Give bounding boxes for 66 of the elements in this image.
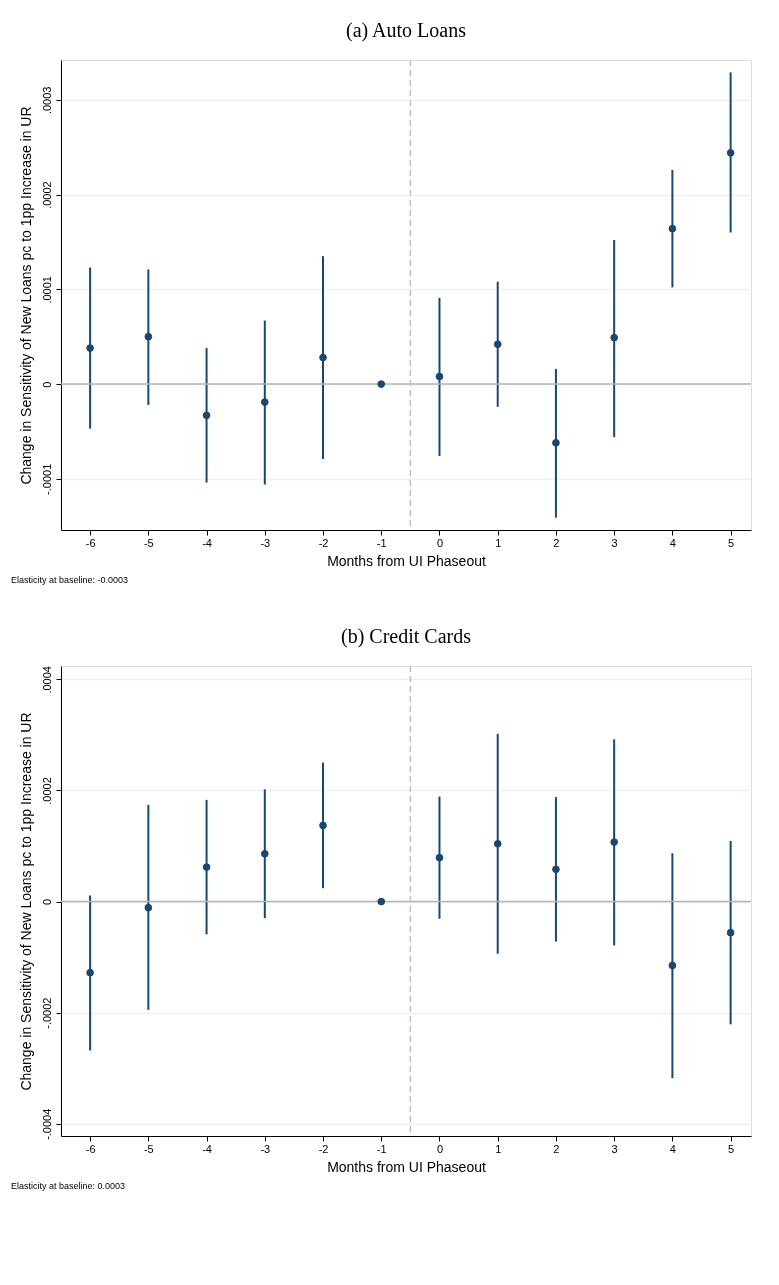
x-axis-title: Months from UI Phaseout — [327, 1158, 486, 1175]
point — [144, 332, 153, 341]
y-tick-label: .0001 — [40, 276, 53, 304]
x-axis-title: Months from UI Phaseout — [327, 552, 486, 569]
point — [726, 928, 735, 937]
point — [144, 903, 153, 912]
y-tick-label: -.0002 — [40, 997, 53, 1029]
x-tick-label: -2 — [318, 1142, 329, 1155]
x-tick-label: -6 — [85, 536, 96, 549]
text: Elasticity at baseline: -0.0003 — [11, 575, 129, 585]
point — [552, 438, 560, 447]
text: Elasticity at baseline: 0.0003 — [11, 1181, 126, 1191]
x-tick-label: -4 — [202, 1142, 212, 1155]
x-tick-label: -6 — [85, 1142, 96, 1155]
point — [319, 821, 327, 830]
x-tick-label: 4 — [669, 1142, 676, 1155]
point — [610, 838, 619, 846]
point — [493, 839, 502, 848]
x-tick-label: -3 — [260, 1142, 271, 1155]
chart-title: (a) Auto Loans — [346, 19, 467, 43]
point — [260, 849, 269, 858]
x-tick-label: 1 — [495, 536, 502, 549]
y-tick-label: .0002 — [40, 181, 53, 209]
point — [610, 333, 619, 342]
y-tick-label: .0002 — [40, 777, 53, 805]
x-tick-label: -1 — [376, 1142, 387, 1155]
point — [377, 380, 386, 388]
point — [377, 897, 386, 906]
point — [202, 863, 211, 871]
x-tick-label: 2 — [553, 1142, 560, 1155]
x-tick-label: -2 — [318, 536, 329, 549]
x-tick-label: -4 — [202, 536, 212, 549]
y-tick-label: -.0004 — [40, 1108, 53, 1140]
x-tick-label: -5 — [143, 1142, 154, 1155]
point — [86, 968, 94, 977]
y-tick-label: .0003 — [40, 86, 53, 115]
point — [435, 853, 444, 862]
point — [668, 961, 677, 970]
y-axis-title: Change in Sensitivity of New Loans pc to 1pp Increase in UR — [17, 712, 34, 1091]
point — [552, 865, 560, 874]
point — [86, 344, 94, 352]
point — [726, 149, 735, 157]
y-tick-label: 0 — [40, 381, 53, 388]
point — [668, 224, 677, 233]
x-tick-label: 4 — [669, 536, 676, 549]
x-tick-label: -3 — [260, 536, 271, 549]
point — [493, 340, 502, 349]
point — [202, 411, 211, 420]
point — [260, 398, 269, 406]
y-tick-label: 0 — [40, 898, 53, 906]
x-tick-label: 3 — [611, 1142, 618, 1155]
x-tick-label: 1 — [495, 1142, 502, 1155]
y-axis-title: Change in Sensitivity of New Loans pc to 1pp Increase in UR — [17, 106, 34, 485]
y-tick-label: -.0001 — [40, 463, 53, 495]
x-tick-label: 2 — [553, 536, 560, 549]
x-tick-label: -1 — [376, 536, 387, 549]
x-tick-label: -5 — [143, 536, 154, 549]
x-tick-label: 3 — [611, 536, 618, 549]
x-tick-label: 5 — [728, 1142, 735, 1155]
chart-title: (b) Credit Cards — [341, 625, 472, 649]
x-tick-label: 5 — [728, 536, 735, 549]
x-tick-label: 0 — [436, 536, 444, 549]
point — [319, 353, 327, 362]
point — [435, 372, 444, 381]
x-tick-label: 0 — [436, 1142, 444, 1155]
y-tick-label: .0004 — [40, 666, 53, 694]
